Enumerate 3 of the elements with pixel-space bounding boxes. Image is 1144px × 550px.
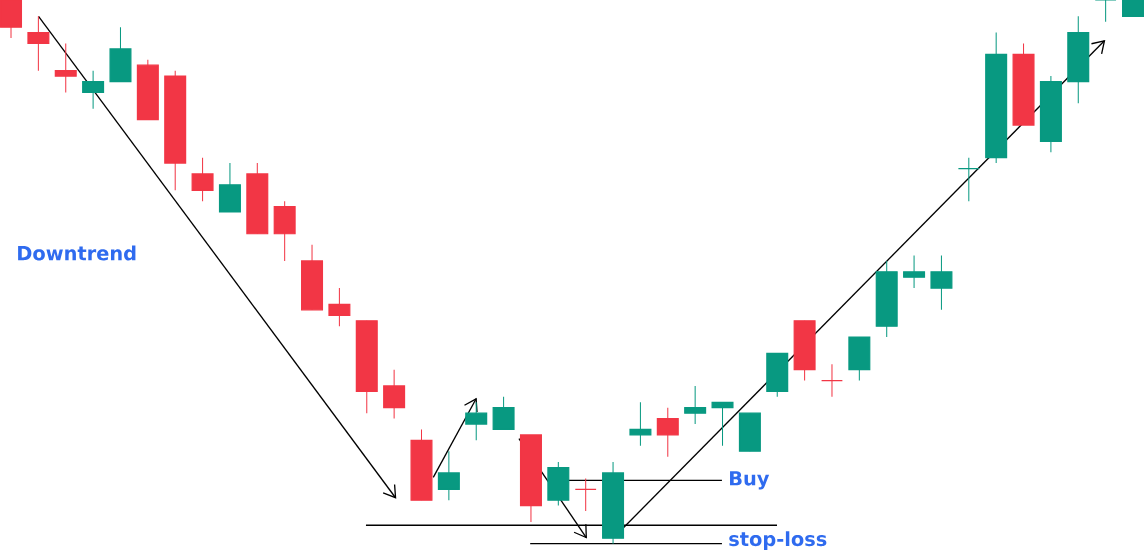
annotation: Buy bbox=[730, 471, 770, 490]
annotation: stop-loss bbox=[729, 531, 827, 550]
annotation: Downtrend bbox=[18, 245, 136, 261]
